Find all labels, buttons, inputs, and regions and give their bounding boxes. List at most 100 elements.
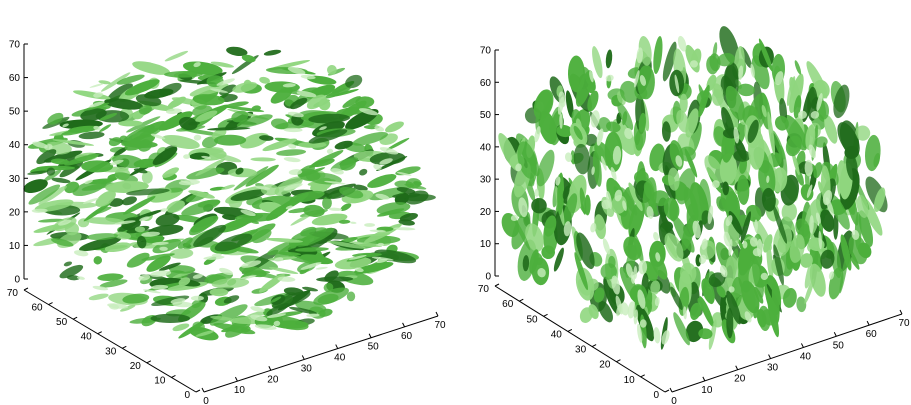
isosurface-blob	[813, 162, 823, 179]
x-tick-mark	[702, 376, 706, 382]
isosurface-blob	[195, 330, 215, 337]
x-tick-mark	[435, 311, 439, 317]
isosurface-blob	[809, 263, 826, 297]
isosurface-highlight	[590, 222, 597, 233]
isosurface-blob	[308, 129, 348, 144]
isosurface-highlight	[159, 246, 168, 251]
isosurface-highlight	[371, 256, 394, 261]
isosurface-blob	[316, 276, 354, 282]
isosurface-blob	[250, 157, 276, 162]
isosurface-blob	[706, 55, 719, 75]
isosurface-highlight	[288, 169, 303, 176]
isosurface-highlight	[627, 301, 636, 319]
x-tick-mark	[402, 322, 406, 328]
isosurface-highlight	[300, 262, 322, 270]
isosurface-highlight	[190, 295, 204, 301]
isosurface-blob	[296, 227, 335, 247]
isosurface-blob	[300, 254, 334, 265]
isosurface-blob	[679, 93, 688, 113]
isosurface-blob	[791, 151, 800, 176]
z-tick-label: 60	[480, 78, 492, 89]
isosurface-blob	[289, 97, 308, 110]
isosurface-highlight	[287, 66, 306, 75]
isosurface-blob	[81, 160, 114, 173]
isosurface-blob	[353, 184, 368, 191]
isosurface-blobs	[498, 26, 888, 350]
isosurface-blob	[322, 196, 332, 210]
isosurface-blob	[340, 236, 358, 244]
isosurface-highlight	[738, 65, 744, 81]
isosurface-highlight	[624, 127, 633, 140]
isosurface-highlight	[699, 254, 707, 264]
isosurface-blob	[135, 94, 162, 107]
isosurface-blob	[231, 110, 249, 123]
isosurface-highlight	[114, 220, 136, 225]
isosurface-blob	[179, 116, 198, 131]
isosurface-blob	[300, 226, 317, 237]
isosurface-blob	[685, 320, 704, 343]
isosurface-blob	[126, 188, 170, 196]
isosurface-highlight	[701, 238, 708, 250]
isosurface-blob	[113, 231, 132, 240]
isosurface-blob	[726, 307, 734, 339]
isosurface-highlight	[375, 193, 390, 200]
isosurface-blob	[593, 287, 605, 303]
isosurface-highlight	[306, 313, 320, 318]
z-tick-label: 10	[480, 239, 492, 250]
isosurface-blob	[722, 181, 730, 196]
isosurface-blob	[753, 306, 759, 319]
isosurface-blob	[164, 70, 203, 78]
isosurface-blob	[34, 199, 74, 212]
isosurface-blob	[141, 170, 153, 184]
isosurface-blob	[603, 276, 621, 315]
isosurface-highlight	[32, 141, 48, 149]
isosurface-blob	[27, 170, 49, 175]
isosurface-blob	[209, 288, 229, 297]
isosurface-blob	[820, 249, 835, 269]
isosurface-highlight	[558, 91, 566, 108]
isosurface-blob	[556, 124, 573, 138]
isosurface-blob	[28, 184, 61, 205]
isosurface-blob	[105, 180, 149, 193]
isosurface-highlight	[610, 167, 617, 181]
isosurface-blob	[576, 232, 595, 270]
isosurface-blob	[573, 125, 583, 140]
y-tick-mark	[591, 344, 597, 348]
isosurface-blob	[685, 108, 699, 138]
isosurface-blob	[236, 114, 273, 128]
isosurface-blob	[271, 291, 311, 309]
isosurface-blob	[767, 111, 776, 155]
isosurface-blob	[638, 112, 647, 133]
x-tick-mark	[899, 309, 903, 315]
isosurface-highlight	[324, 180, 346, 185]
isosurface-blob	[726, 290, 742, 325]
isosurface-blob	[823, 114, 838, 144]
isosurface-blob	[189, 83, 229, 97]
z-tick-label: 70	[480, 46, 492, 57]
isosurface-blob	[717, 53, 735, 67]
isosurface-blob	[245, 164, 279, 187]
isosurface-highlight	[373, 163, 382, 171]
isosurface-highlight	[637, 323, 643, 343]
isosurface-blob	[773, 244, 784, 286]
isosurface-blob	[99, 124, 112, 133]
x-tick-label: 0	[671, 396, 677, 405]
isosurface-blob	[865, 134, 881, 172]
isosurface-blob	[192, 94, 225, 106]
x-tick-mark	[866, 320, 870, 326]
isosurface-blob	[873, 187, 886, 212]
isosurface-highlight	[804, 159, 813, 177]
isosurface-blob	[394, 180, 414, 189]
isosurface-highlight	[254, 324, 277, 330]
isosurface-blob	[758, 38, 773, 72]
isosurface-blob	[36, 165, 76, 171]
isosurface-blob	[533, 89, 554, 120]
y-tick-mark	[171, 374, 176, 378]
x-tick-mark	[368, 333, 372, 338]
isosurface-highlight	[250, 306, 265, 313]
isosurface-highlight	[139, 216, 150, 222]
y-tick-mark	[519, 298, 524, 302]
isosurface-blob	[672, 215, 695, 253]
isosurface-blob	[346, 291, 356, 302]
isosurface-blob	[338, 219, 351, 224]
